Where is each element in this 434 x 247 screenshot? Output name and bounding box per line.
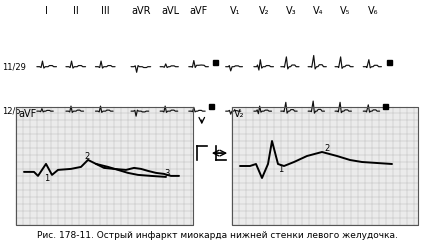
Bar [232,107,418,225]
Bar [16,107,193,225]
Text: V₃: V₃ [286,6,296,16]
Bar [213,60,218,65]
Text: I: I [46,6,48,16]
Text: V₅: V₅ [340,6,350,16]
Text: Рис. 178-11. Острый инфаркт миокарда нижней стенки левого желудочка.: Рис. 178-11. Острый инфаркт миокарда ниж… [36,231,398,240]
Text: V₁: V₁ [230,6,241,16]
Text: 3: 3 [164,169,169,178]
Text: III: III [101,6,110,16]
Text: aVF: aVF [18,109,36,119]
Text: V₄: V₄ [313,6,323,16]
Text: 1: 1 [278,165,283,174]
Text: V₂: V₂ [259,6,269,16]
Text: 2: 2 [324,144,329,153]
Text: aVR: aVR [132,6,151,16]
Text: V₆: V₆ [368,6,378,16]
Bar [387,60,392,65]
Bar [209,104,214,109]
Text: V₂: V₂ [234,109,244,119]
Bar [232,107,418,225]
Text: aVL: aVL [161,6,179,16]
Text: 2: 2 [84,152,89,161]
Text: II: II [73,6,79,16]
Text: 11/29: 11/29 [2,62,26,71]
Bar [383,104,388,109]
Text: aVF: aVF [190,6,208,16]
Bar [16,107,193,225]
Text: 1: 1 [44,174,49,183]
Text: 12/5: 12/5 [2,107,21,116]
